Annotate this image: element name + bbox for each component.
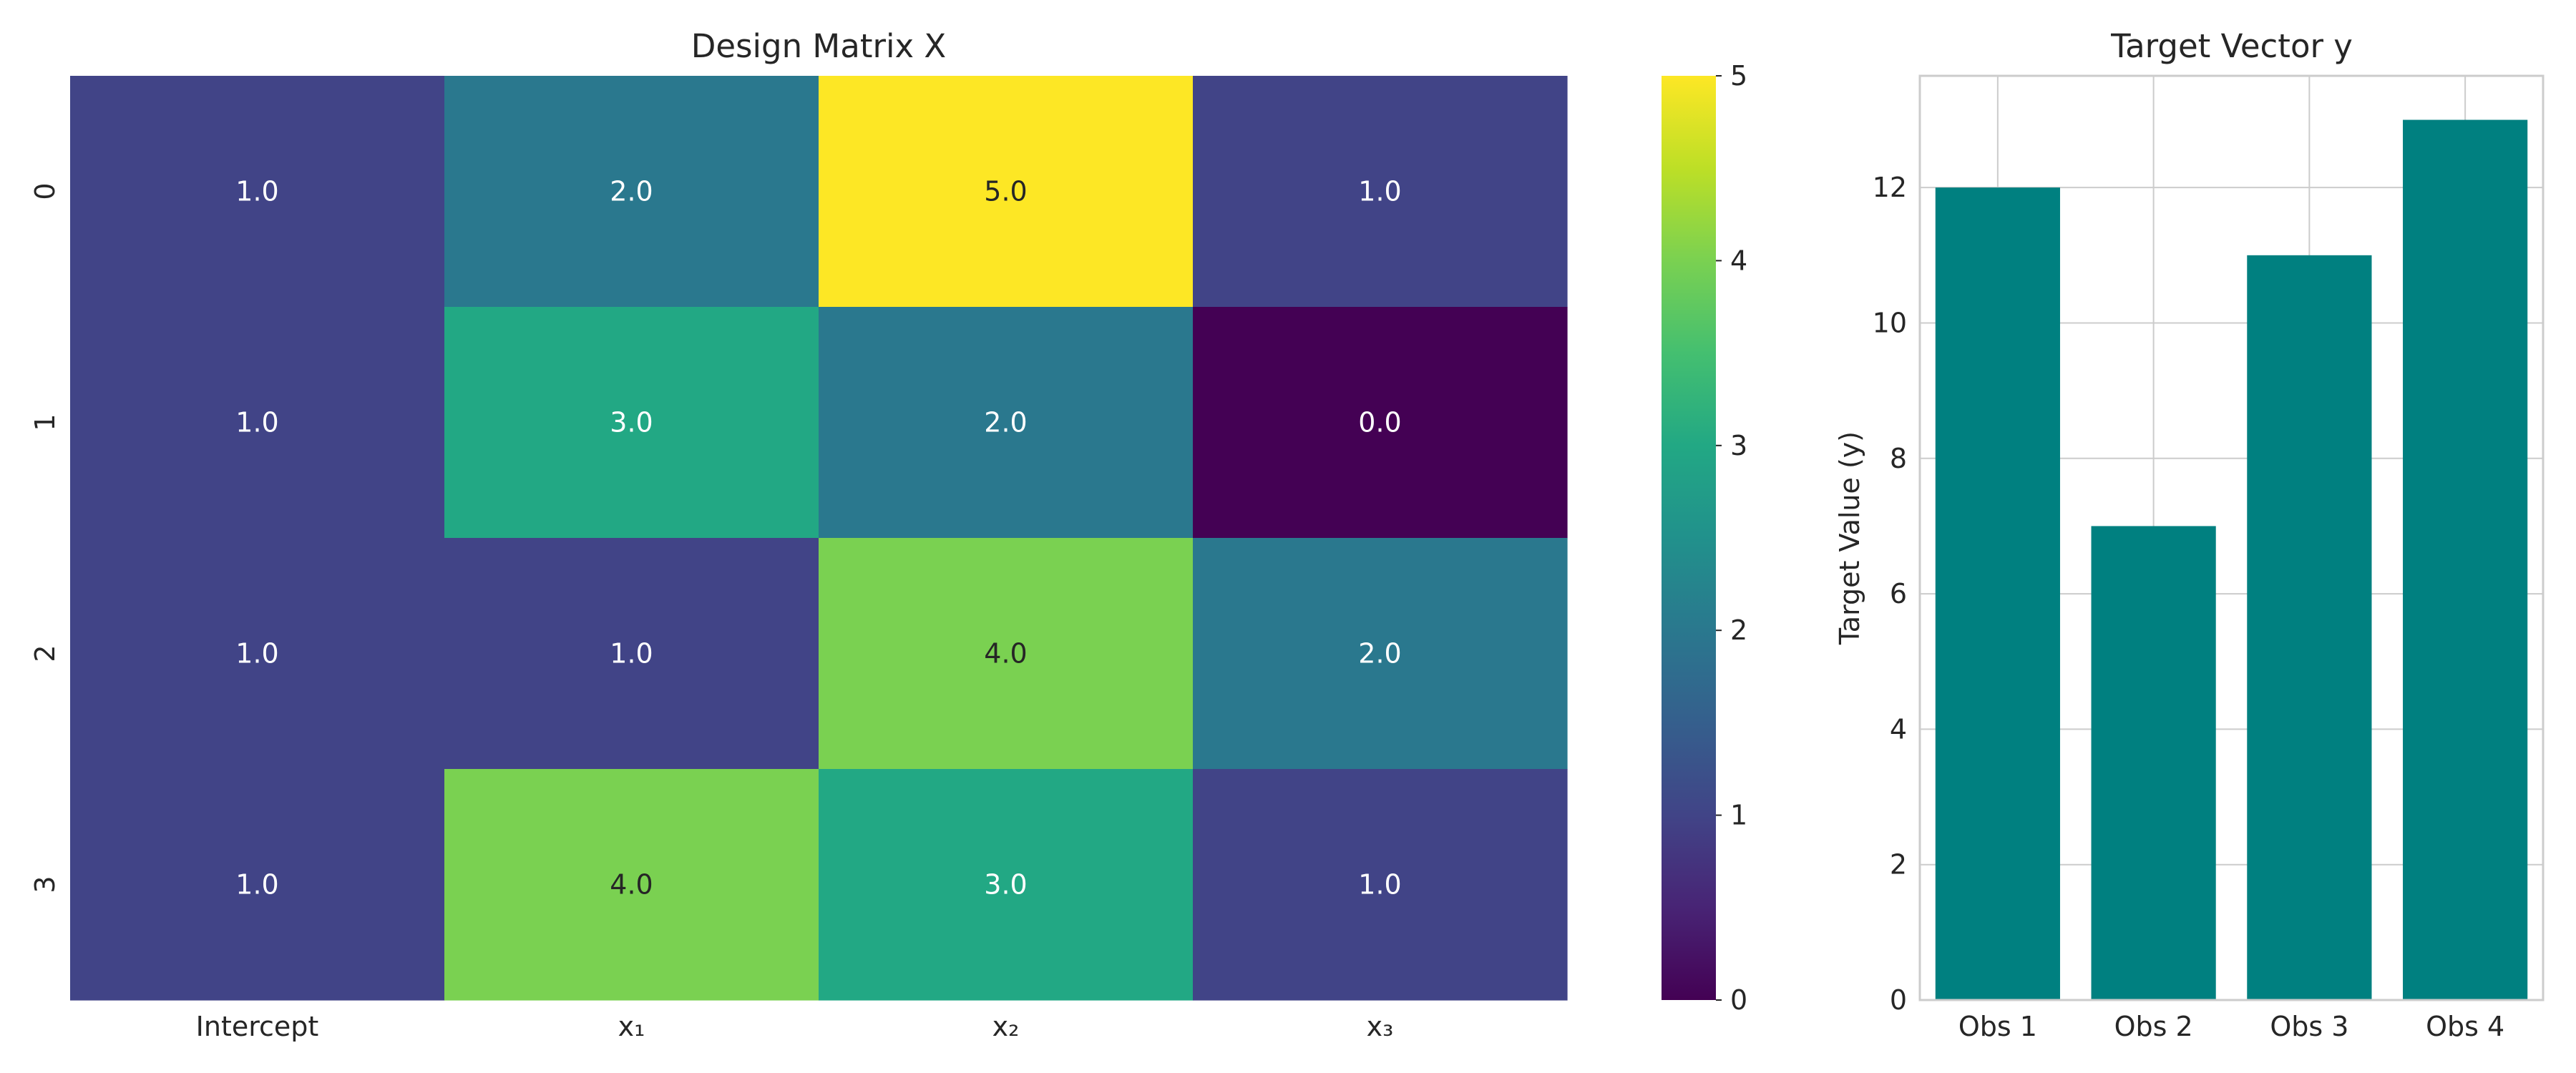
heatmap-x-tick-label: x₁ [618, 1011, 645, 1042]
heatmap-cell-label: 2.0 [1358, 638, 1401, 670]
bar-chart-title: Target Vector y [2110, 27, 2353, 65]
heatmap-cell [1193, 307, 1568, 539]
heatmap-cell [1193, 769, 1568, 1001]
heatmap-y-tick-label: 3 [29, 876, 61, 893]
heatmap-cell-label: 2.0 [984, 407, 1027, 438]
bar-y-tick-label: 2 [1890, 849, 1907, 881]
heatmap-x-tick-label: Intercept [196, 1011, 319, 1042]
colorbar-gradient [1662, 76, 1716, 1000]
heatmap-cell-label: 1.0 [235, 869, 278, 901]
heatmap-cell [819, 769, 1194, 1001]
bar [2403, 119, 2528, 1000]
bar [2091, 526, 2216, 1000]
colorbar-tick-label: 5 [1730, 60, 1747, 92]
heatmap-cell [444, 538, 819, 770]
bar-x-tick-label: Obs 2 [2114, 1011, 2193, 1042]
bar-y-tick-label: 4 [1890, 713, 1907, 745]
heatmap-cell-label: 1.0 [1358, 176, 1401, 207]
heatmap-cell [70, 307, 445, 539]
heatmap-cell-label: 0.0 [1358, 407, 1401, 438]
heatmap-y-tick-label: 1 [29, 413, 61, 431]
bar-series [1935, 119, 2528, 1001]
heatmap-x-tick-label: x₃ [1367, 1011, 1394, 1042]
bar-x-tick-labels: Obs 1 Obs 2 Obs 3 Obs 4 [1958, 1011, 2504, 1042]
colorbar: 0 1 2 3 4 5 [1662, 60, 1747, 1016]
heatmap-y-tick-label: 2 [29, 645, 61, 662]
heatmap-cell [70, 769, 445, 1001]
heatmap-cell-label: 1.0 [1358, 869, 1401, 901]
heatmap-cell-label: 2.0 [610, 176, 653, 207]
colorbar-tick-label: 2 [1730, 614, 1747, 646]
heatmap-cell-label: 1.0 [235, 407, 278, 438]
heatmap-cell [819, 307, 1194, 539]
bar-x-tick-label: Obs 1 [1958, 1011, 2037, 1042]
colorbar-tick-label: 0 [1730, 984, 1747, 1016]
heatmap-panel: Design Matrix X 1.0 2.0 5.0 1.0 1.0 3.0 2.0 0.0… [29, 27, 1568, 1042]
bar-y-tick-label: 12 [1873, 172, 1907, 203]
colorbar-tick-label: 4 [1730, 245, 1747, 276]
heatmap-cell-label: 1.0 [610, 638, 653, 670]
heatmap-cell [1193, 76, 1568, 308]
heatmap-cell-label: 3.0 [984, 869, 1027, 901]
heatmap-title: Design Matrix X [691, 27, 946, 65]
heatmap-cell-label: 5.0 [984, 176, 1027, 207]
bar [1935, 187, 2060, 1001]
heatmap-cell [819, 538, 1194, 770]
heatmap-cells: 1.0 2.0 5.0 1.0 1.0 3.0 2.0 0.0 1.0 1.0 4.0 2.0 1.0 4… [70, 76, 1568, 1001]
heatmap-y-tick-label: 0 [29, 182, 61, 200]
heatmap-cell-label: 1.0 [235, 638, 278, 670]
heatmap-y-tick-labels: 0 1 2 3 [29, 182, 61, 893]
heatmap-cell-label: 4.0 [984, 638, 1027, 670]
heatmap-cell [70, 538, 445, 770]
heatmap-cell-label: 1.0 [235, 176, 278, 207]
colorbar-tick-label: 1 [1730, 800, 1747, 831]
colorbar-tick-labels: 0 1 2 3 4 5 [1716, 60, 1747, 1016]
bar-x-tick-label: Obs 4 [2426, 1011, 2504, 1042]
heatmap-cell [444, 769, 819, 1001]
heatmap-cell-label: 3.0 [610, 407, 653, 438]
colorbar-tick-label: 3 [1730, 430, 1747, 461]
heatmap-cell [70, 76, 445, 308]
bar-plot-frame [1918, 74, 2545, 1001]
bar-y-tick-label: 0 [1890, 984, 1907, 1016]
heatmap-x-tick-label: x₂ [992, 1011, 1020, 1042]
bar-y-tick-label: 6 [1890, 578, 1907, 609]
bar [2247, 255, 2372, 1000]
heatmap-cell-label: 4.0 [610, 869, 653, 901]
bar-y-tick-label: 10 [1873, 307, 1907, 338]
heatmap-x-tick-labels: Intercept x₁ x₂ x₃ [196, 1011, 1394, 1042]
heatmap-cell [819, 76, 1194, 308]
bar-y-axis-label: Target Value (y) [1834, 431, 1865, 645]
bar-y-tick-label: 8 [1890, 443, 1907, 474]
bar-y-tick-labels: 0 2 4 6 8 10 12 [1873, 172, 1907, 1016]
heatmap-cell [444, 76, 819, 308]
heatmap-cell [444, 307, 819, 539]
bar-x-tick-label: Obs 3 [2270, 1011, 2348, 1042]
heatmap-cell [1193, 538, 1568, 770]
